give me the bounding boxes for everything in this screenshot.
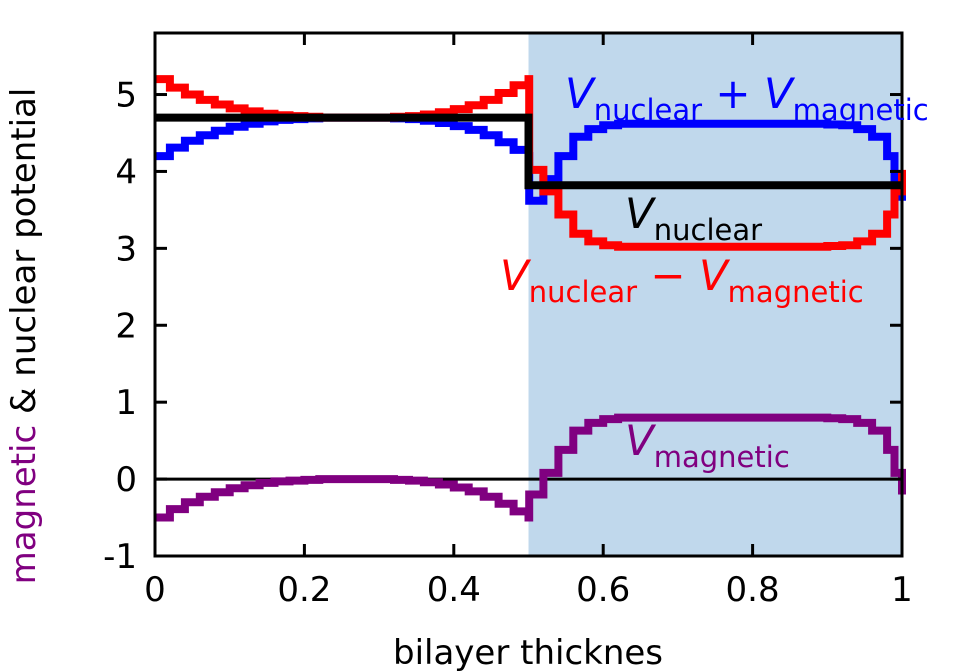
x-tick-label: 0.2	[277, 570, 331, 610]
y-tick-label: 4	[115, 152, 137, 192]
subscript-nuclear: nuclear	[529, 275, 637, 309]
symbol-v: V	[625, 416, 657, 465]
x-tick-label: 0.8	[726, 570, 780, 610]
symbol-v: V	[500, 251, 532, 300]
operator-plus: +	[702, 69, 764, 118]
label-v-nuclear-plus-v-magnetic: Vnuclear + Vmagnetic	[565, 69, 929, 127]
label-v-nuclear-minus-v-magnetic: Vnuclear − Vmagnetic	[500, 251, 864, 309]
subscript-nuclear: nuclear	[594, 93, 702, 127]
x-tick-label: 1	[891, 570, 913, 610]
series-v-nuclear	[155, 113, 902, 190]
label-v-magnetic: Vmagnetic	[625, 416, 790, 474]
symbol-v: V	[565, 69, 597, 118]
y-tick-label: 2	[115, 306, 137, 346]
x-axis-label: bilayer thicknes	[393, 633, 663, 672]
series-layer	[155, 75, 906, 522]
y-tick-label: 3	[115, 229, 137, 269]
subscript-magnetic: magnetic	[654, 440, 790, 474]
y-axis-label: magnetic & nuclear potential	[4, 88, 44, 585]
x-tick-label: 0.4	[427, 570, 481, 610]
series-v-magnetic	[155, 413, 906, 522]
subscript-magnetic: magnetic	[793, 93, 929, 127]
symbol-v: V	[764, 69, 796, 118]
subscript-nuclear: nuclear	[654, 213, 762, 247]
operator-minus: −	[637, 251, 699, 300]
symbol-v: V	[699, 251, 731, 300]
subscript-magnetic: magnetic	[728, 275, 864, 309]
x-tick-label: 0	[144, 570, 166, 610]
y-axis-label-rest: & nuclear potential	[4, 88, 44, 425]
y-tick-label: 1	[115, 383, 137, 423]
label-v-nuclear: Vnuclear	[625, 189, 762, 247]
y-tick-label: -1	[103, 537, 137, 577]
y-tick-label: 0	[115, 460, 137, 500]
y-axis-label-magnetic: magnetic	[4, 425, 44, 584]
symbol-v: V	[625, 189, 657, 238]
y-tick-label: 5	[115, 76, 137, 116]
x-tick-label: 0.6	[576, 570, 630, 610]
plot-frame	[153, 31, 904, 558]
